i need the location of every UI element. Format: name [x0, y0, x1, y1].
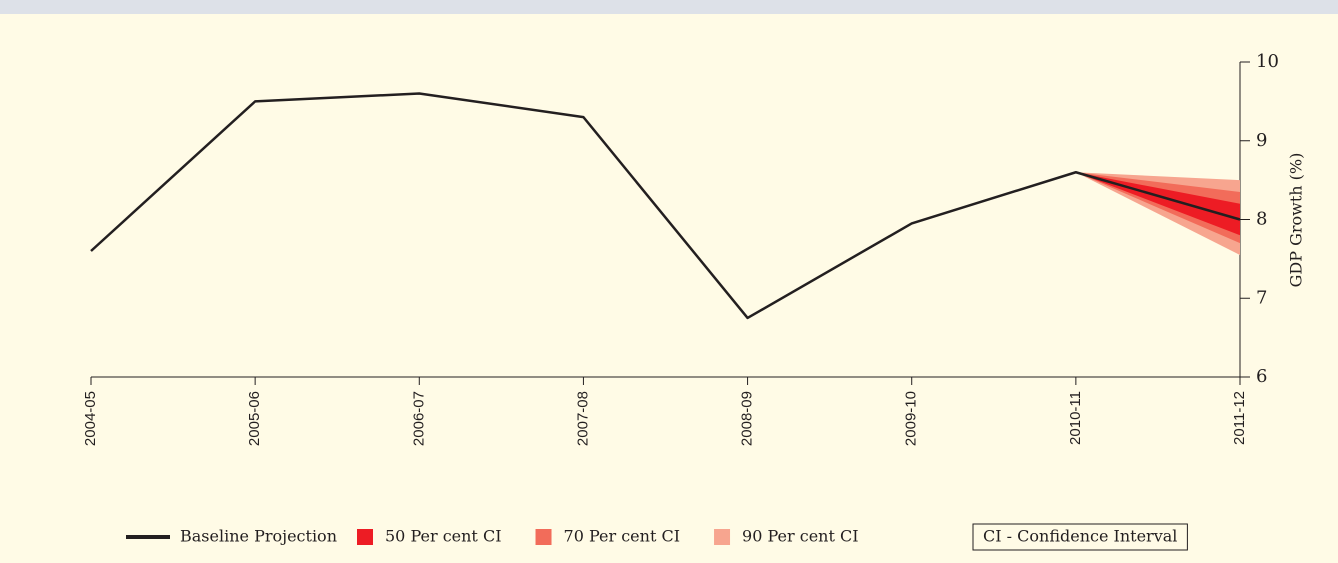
y-axis-label: GDP Growth (%)	[1287, 153, 1306, 288]
x-tick-label: 2004-05	[82, 391, 99, 446]
x-tick-label: 2007-08	[574, 391, 591, 446]
ci-band	[1075, 172, 1240, 244]
x-tick-label: 2011-12	[1231, 391, 1248, 445]
legend-swatch	[535, 529, 552, 545]
x-tick-label: 2006-07	[410, 391, 427, 446]
x-tick-label: 2005-06	[246, 391, 263, 446]
y-tick-label: 6	[1256, 366, 1267, 387]
baseline-line	[90, 92, 1241, 320]
x-tick-label: 2010-11	[1067, 391, 1084, 445]
legend-label: 50 Per cent CI	[385, 527, 502, 546]
legend-label: Baseline Projection	[180, 527, 337, 546]
x-tick-label: 2008-09	[739, 391, 756, 446]
legend-swatch	[357, 529, 373, 545]
note-box	[972, 523, 1188, 551]
y-tick-label: 9	[1256, 130, 1267, 151]
y-tick-label: 8	[1256, 209, 1267, 230]
legend-label: 70 Per cent CI	[564, 527, 681, 546]
ci-band	[1075, 172, 1240, 236]
y-tick-label: 7	[1256, 287, 1267, 308]
x-tick-label: 2009-10	[903, 391, 920, 446]
note-text: CI - Confidence Interval	[983, 527, 1177, 546]
legend-swatch	[714, 529, 731, 545]
legend-label: 90 Per cent CI	[742, 527, 859, 546]
top-band	[0, 0, 1338, 14]
y-tick-label: 10	[1256, 51, 1279, 72]
